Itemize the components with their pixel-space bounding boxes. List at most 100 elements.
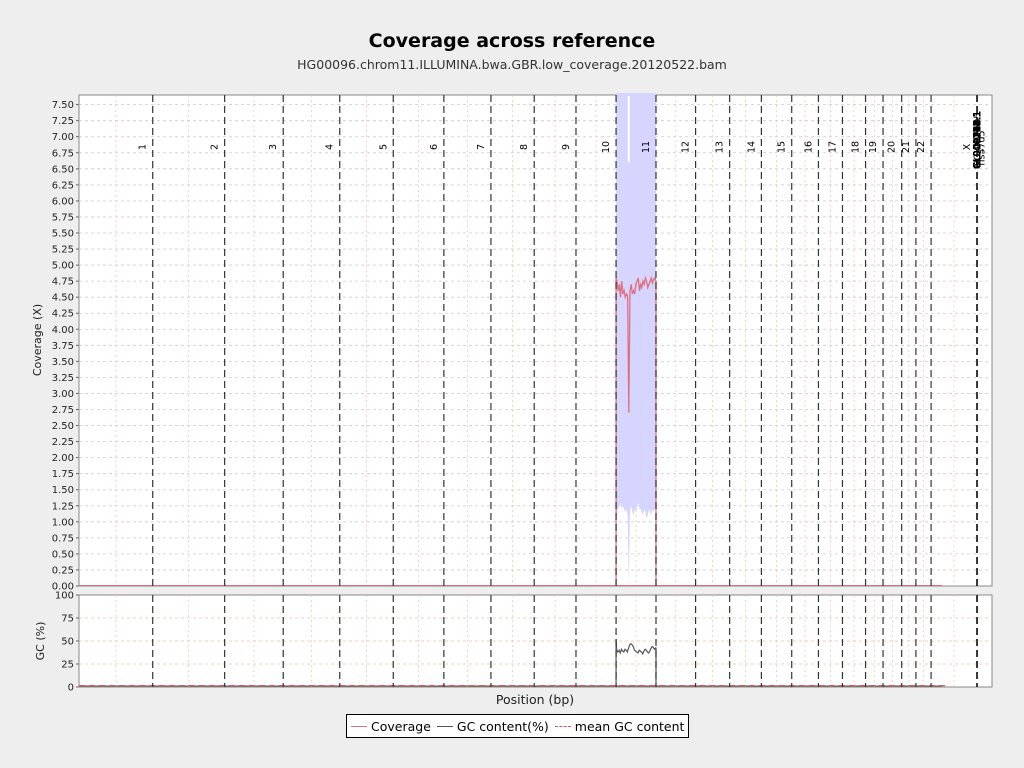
chromosome-label: GL000235.1 <box>972 111 983 169</box>
chromosome-label: 11 <box>641 141 652 153</box>
gc-y-tick-label: 50 <box>61 637 74 648</box>
chromosome-label: GL000229.1 <box>972 111 983 169</box>
chromosome-label: 9 <box>561 144 572 150</box>
chromosome-label: 22 <box>916 141 927 153</box>
coverage-y-tick-label: 4.00 <box>52 325 74 336</box>
chromosome-label: GL000203.1 <box>972 111 983 169</box>
chromosome-label: GL000237.1 <box>972 111 983 169</box>
gc-y-tick-label: 0 <box>68 683 74 694</box>
chromosome-label: GL000213.1 <box>972 111 983 169</box>
legend-item-mean-gc: mean GC content <box>554 718 685 734</box>
chromosome-label: GL000244.1 <box>972 111 983 169</box>
chromosome-label: GL000191.1 <box>972 111 983 169</box>
chromosome-label: GL000241.1 <box>972 111 983 169</box>
coverage-y-tick-label: 1.75 <box>52 469 74 480</box>
chromosome-label: GL000205.1 <box>972 111 983 169</box>
chromosome-label: 3 <box>268 144 279 150</box>
chromosome-label: GL000230.1 <box>972 111 983 169</box>
chromosome-label: 10 <box>601 141 612 153</box>
chromosome-label: GL000194.1 <box>972 111 983 169</box>
coverage-y-tick-label: 4.50 <box>52 293 74 304</box>
legend-label-gc-content: GC content(%) <box>456 718 549 734</box>
chromosome-labels: 1 2 3 4 5 6 7 8 9 10 11 12 13 14 15 16 17 18 19 20 21 22 X MTGL… <box>138 111 988 169</box>
chromosome-label: GL000197.1 <box>972 111 983 169</box>
chromosome-label: GL000242.1 <box>972 111 983 169</box>
coverage-y-tick-label: 6.75 <box>52 148 74 159</box>
coverage-y-tick-label: 0.00 <box>52 582 74 593</box>
coverage-y-tick-label: 5.25 <box>52 245 74 256</box>
chromosome-label: MT <box>972 133 983 147</box>
chromosome-label: GL000210.1 <box>972 111 983 169</box>
chromosome-label: GL000217.1 <box>972 111 983 169</box>
coverage-y-tick-label: 6.25 <box>52 180 74 191</box>
chromosome-label: GL000240.1 <box>972 111 983 169</box>
coverage-y-tick-label: 3.50 <box>52 357 74 368</box>
gc-gridlines <box>79 595 992 687</box>
coverage-band <box>616 93 656 586</box>
chromosome-label: GL000200.1 <box>972 111 983 169</box>
chromosome-label: GL000233.1 <box>972 111 983 169</box>
chromosome-label: 12 <box>681 141 692 153</box>
coverage-y-tick-label: 2.75 <box>52 405 74 416</box>
chromosome-label: GL000246.1 <box>972 111 983 169</box>
chromosome-label: hs37d5 <box>976 130 987 165</box>
legend-item-gc-content: GC content(%) <box>436 718 549 734</box>
chromosome-label: GL000211.1 <box>972 111 983 169</box>
chromosome-label: GL000223.1 <box>972 111 983 169</box>
coverage-y-tick-label: 3.25 <box>52 373 74 384</box>
legend-swatch-coverage <box>351 725 367 727</box>
chromosome-label: 21 <box>901 141 912 153</box>
chromosome-label: GL000224.1 <box>972 111 983 169</box>
chromosome-label: 7 <box>476 144 487 150</box>
chromosome-label: 15 <box>777 141 788 153</box>
chromosome-label: GL000209.1 <box>972 111 983 169</box>
chromosome-label: 8 <box>519 144 530 150</box>
chromosome-label: GL000215.1 <box>972 111 983 169</box>
chromosome-label: 17 <box>827 141 838 153</box>
chromosome-label: GL000227.1 <box>972 111 983 169</box>
chromosome-label: GL000193.1 <box>972 111 983 169</box>
chromosome-label: GL000207.1 <box>972 111 983 169</box>
chromosome-label: GL000243.1 <box>972 111 983 169</box>
chromosome-label: 18 <box>851 141 862 153</box>
coverage-y-tick-label: 2.50 <box>52 421 74 432</box>
coverage-y-tick-label: 2.25 <box>52 437 74 448</box>
coverage-y-tick-label: 7.50 <box>52 100 74 111</box>
chromosome-label: 5 <box>378 144 389 150</box>
coverage-y-tick-label: 1.25 <box>52 501 74 512</box>
coverage-y-tick-label: 1.00 <box>52 517 74 528</box>
chromosome-label: GL000222.1 <box>972 111 983 169</box>
gc-y-axis-label: GC (%) <box>34 622 47 661</box>
coverage-y-tick-label: 5.50 <box>52 228 74 239</box>
chromosome-label: 19 <box>868 141 879 153</box>
legend-label-mean-gc: mean GC content <box>574 718 685 734</box>
coverage-band-area <box>616 93 656 586</box>
chromosome-boundaries <box>152 95 978 687</box>
chromosome-label: 16 <box>803 141 814 153</box>
chromosome-label: NC_007605 <box>972 113 983 168</box>
chromosome-label: GL000238.1 <box>972 111 983 169</box>
chromosome-label: GL000196.1 <box>972 111 983 169</box>
chromosome-label: GL000226.1 <box>972 111 983 169</box>
chromosome-label: 4 <box>325 144 336 150</box>
chromosome-label: GL000228.1 <box>972 111 983 169</box>
chromosome-label: GL000231.1 <box>972 111 983 169</box>
chromosome-label: GL000225.1 <box>972 111 983 169</box>
coverage-y-tick-label: 3.00 <box>52 389 74 400</box>
chromosome-label: 6 <box>429 144 440 150</box>
chromosome-label: 1 <box>138 144 149 150</box>
legend-swatch-mean-gc <box>554 725 571 727</box>
chart-title: Coverage across reference <box>368 30 656 52</box>
chromosome-label: 13 <box>715 141 726 153</box>
gc-y-ticks: 0 25 50 75 100 <box>55 591 79 694</box>
chromosome-label: 14 <box>746 141 757 153</box>
chromosome-label: 2 <box>210 144 221 150</box>
gc-content-line <box>615 639 657 656</box>
chromosome-label: GL000220.1 <box>972 111 983 169</box>
chromosome-label: GL000219.1 <box>972 111 983 169</box>
chromosome-label: GL000199.1 <box>972 111 983 169</box>
chromosome-label: GL000198.1 <box>972 111 983 169</box>
chart-subtitle: HG00096.chrom11.ILLUMINA.bwa.GBR.low_cov… <box>297 57 727 72</box>
gc-y-tick-label: 75 <box>61 614 74 625</box>
chromosome-label: GL000206.1 <box>972 111 983 169</box>
